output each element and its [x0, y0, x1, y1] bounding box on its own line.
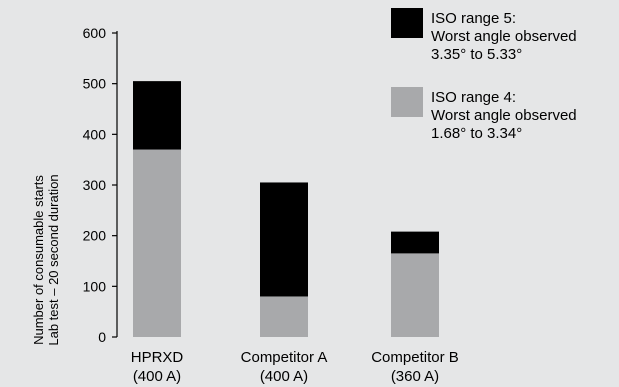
bar-segment	[260, 296, 308, 337]
y-axis-ticks: 0 100 200 300 400 500 600	[83, 25, 117, 345]
legend-swatch	[391, 8, 423, 38]
x-category-sublabel: (400 A)	[260, 368, 308, 385]
y-tick-label: 200	[83, 228, 107, 244]
y-axis-title-line: Lab test – 20 second duration	[46, 174, 61, 345]
bars	[133, 81, 439, 337]
y-axis-title: Number of consumable starts Lab test – 20…	[31, 174, 61, 345]
y-axis-title-line: Number of consumable starts	[31, 175, 46, 345]
y-tick-label: 500	[83, 76, 107, 92]
legend-swatch	[391, 87, 423, 117]
legend-label-line: 3.35° to 5.33°	[431, 46, 522, 63]
x-category-label: Competitor B	[371, 349, 459, 366]
x-axis-labels: HPRXD (400 A) Competitor A (400 A) Competito…	[131, 349, 459, 385]
bar-segment	[260, 182, 308, 297]
legend-label-line: 1.68° to 3.34°	[431, 125, 522, 142]
bar-segment	[391, 231, 439, 254]
x-category-sublabel: (400 A)	[133, 368, 181, 385]
legend-label-line: ISO range 5:	[431, 10, 516, 27]
bar-segment	[391, 253, 439, 337]
x-category-sublabel: (360 A)	[391, 368, 439, 385]
bar-segment	[133, 149, 181, 337]
legend-label-line: ISO range 4:	[431, 89, 516, 106]
x-category-label: Competitor A	[241, 349, 328, 366]
y-tick-label: 600	[83, 25, 107, 41]
legend-label-line: Worst angle observed	[431, 28, 577, 45]
y-tick-label: 100	[83, 278, 107, 294]
y-tick-label: 300	[83, 177, 107, 193]
y-tick-label: 400	[83, 126, 107, 142]
bar-segment	[133, 81, 181, 150]
legend-label-line: Worst angle observed	[431, 107, 577, 124]
x-category-label: HPRXD	[131, 349, 184, 366]
y-tick-label: 0	[98, 329, 106, 345]
